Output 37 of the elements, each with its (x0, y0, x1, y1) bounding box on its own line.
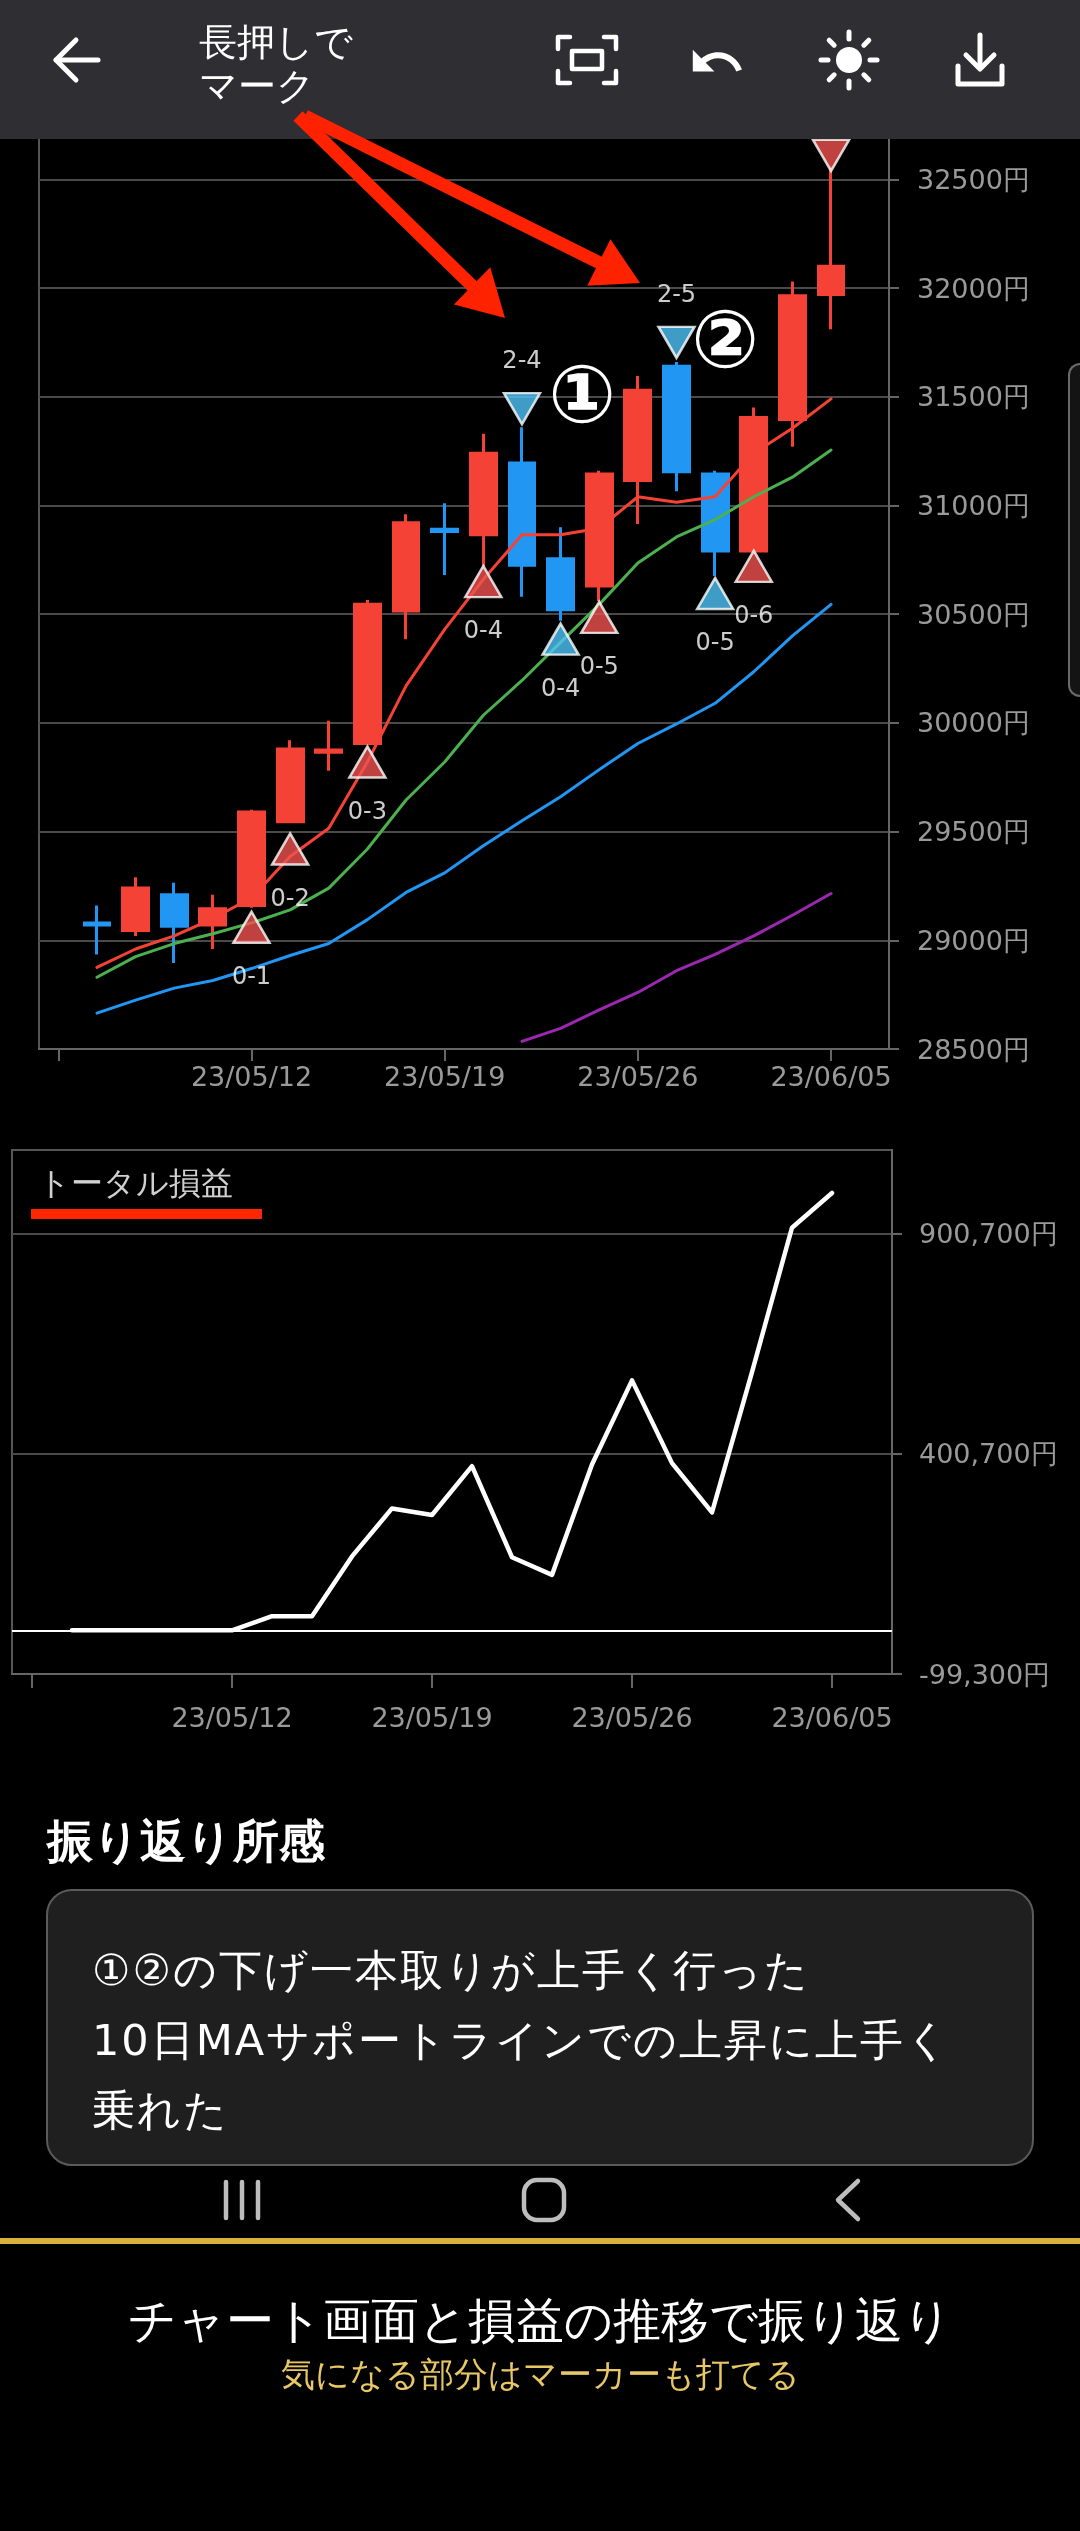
annotation: ① (548, 348, 616, 441)
x-tick-label: 23/05/12 (171, 1702, 293, 1733)
y-tick-label: 30500円 (917, 598, 1030, 630)
x-tick-label: 23/05/12 (190, 1061, 313, 1092)
y-tick-label: -99,300円 (919, 1658, 1051, 1690)
text: 気になる部分はマーカーも打てる (279, 2354, 801, 2394)
text: ①②の下げ一本取りが上手く行った (92, 1944, 812, 1997)
y-tick-label: 31500円 (917, 381, 1030, 413)
x-tick-label: 23/05/26 (571, 1702, 693, 1733)
y-tick-label: 400,700円 (919, 1438, 1058, 1470)
y-tick-label: 32000円 (917, 272, 1030, 304)
y-tick-label: 31000円 (917, 489, 1030, 521)
data-label: 0-3 (347, 796, 388, 825)
text: トータル損益 (38, 1164, 233, 1202)
text: 振り返り所感 (47, 1814, 325, 1868)
y-tick-label: 32500円 (917, 163, 1030, 195)
x-tick-label: 23/05/19 (384, 1061, 506, 1092)
x-tick-label: 23/06/05 (771, 1702, 893, 1733)
text: チャート画面と損益の推移で振り返り (127, 2292, 953, 2348)
y-tick-label: 28500円 (917, 1033, 1030, 1065)
data-label: 0-6 (734, 600, 774, 629)
x-tick-label: 23/06/05 (770, 1061, 892, 1092)
data-label: 0-1 (231, 961, 272, 990)
data-label: 0-4 (540, 673, 581, 702)
text: 10日MAサポートラインでの上昇に上手く乗れた (92, 2014, 953, 2137)
x-tick-label: 23/05/19 (371, 1702, 493, 1733)
y-tick-label: 29500円 (917, 816, 1030, 848)
y-tick-label: 30000円 (917, 707, 1030, 739)
data-label: 2-4 (502, 346, 542, 375)
text: 長押しでマーク (199, 20, 354, 108)
data-label: 0-4 (463, 616, 503, 645)
y-tick-label: 900,700円 (919, 1218, 1058, 1250)
data-label: 0-5 (579, 652, 619, 681)
y-tick-label: 29000円 (917, 924, 1030, 956)
data-label: 0-2 (270, 883, 310, 912)
data-label: 0-5 (695, 628, 735, 657)
x-tick-label: 23/05/26 (577, 1061, 699, 1092)
